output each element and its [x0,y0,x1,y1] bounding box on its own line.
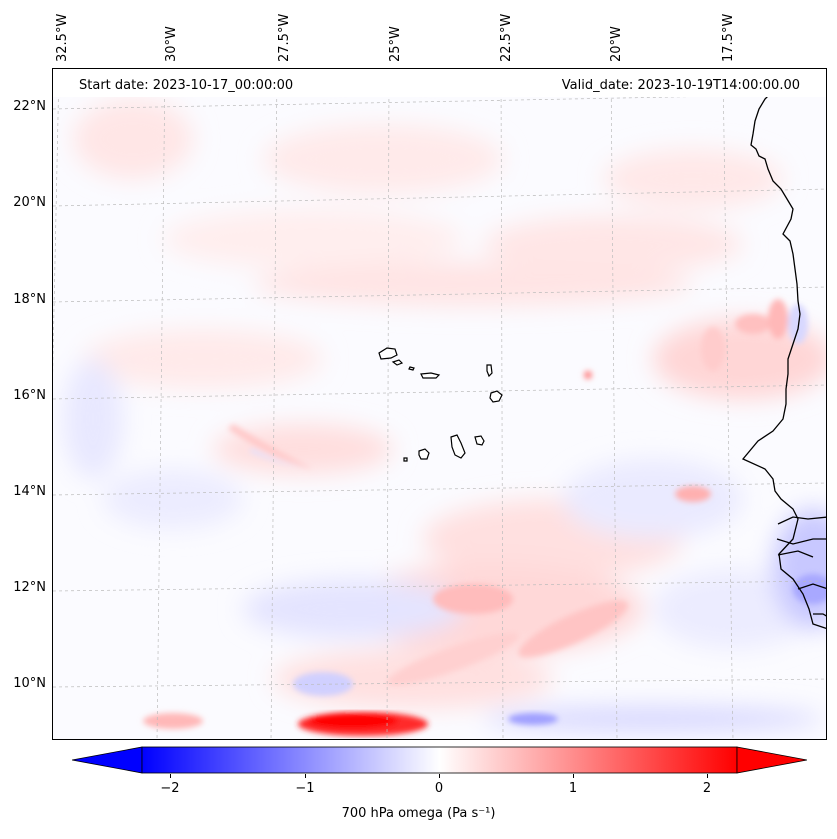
lon-label-27-5w: 27.5°W [277,13,292,62]
map-canvas [53,69,826,739]
island-boa-vista [489,390,503,403]
cb-tickmark-2 [707,774,708,778]
island-sao-vicente [391,359,404,366]
island-brava [403,457,408,462]
valid-date-label: Valid_date: 2023-10-19T14:00:00.00 [561,78,800,93]
lat-label-20n: 20°N [13,195,46,210]
island-maio [474,435,485,446]
cb-tick-0: 0 [434,781,444,796]
lon-label-30w: 30°W [164,26,179,62]
lon-label-17-5w: 17.5°W [721,13,736,62]
lat-label-22n: 22°N [13,99,46,114]
colorbar [71,746,808,774]
gridlines [53,69,826,739]
colorbar-extend-low [71,746,143,774]
lon-label-20w: 20°W [609,26,624,62]
lat-label-10n: 10°N [13,676,46,691]
island-sao-nicolau [420,372,441,379]
lon-label-32-5w: 32.5°W [55,13,70,62]
lat-label-14n: 14°N [13,484,46,499]
lon-label-25w: 25°W [388,26,403,62]
island-santa-luzia [408,366,415,371]
cb-tickmark-neg2 [170,774,171,778]
omega-field-diffuse [63,99,826,731]
lat-label-18n: 18°N [13,292,46,307]
island-santiago [450,434,466,459]
african-coastline [741,88,826,630]
colorbar-svg [71,746,808,774]
start-date-label: Start date: 2023-10-17_00:00:00 [79,78,294,93]
lon-label-22-5w: 22.5°W [499,13,514,62]
lat-label-16n: 16°N [13,388,46,403]
omega-field-detail [143,299,826,729]
colorbar-label: 700 hPa omega (Pa s⁻¹) [341,806,496,821]
cb-tickmark-0 [439,774,440,778]
island-fogo [418,448,430,460]
cb-tickmark-neg1 [305,774,306,778]
island-sal [486,364,493,378]
map-frame[interactable]: Start date: 2023-10-17_00:00:00 Valid_da… [52,68,827,740]
cb-tick-2: 2 [702,781,712,796]
omega-strong-band [298,712,558,736]
lat-label-12n: 12°N [13,580,46,595]
cb-tick-1: 1 [568,781,578,796]
colorbar-gradient [141,746,738,774]
cb-tickmark-1 [573,774,574,778]
cb-tick-neg1: −1 [295,781,315,796]
cb-tick-neg2: −2 [160,781,180,796]
cabo-verde-islands [378,347,503,462]
date-banner: Start date: 2023-10-17_00:00:00 Valid_da… [53,69,826,97]
colorbar-extend-high [736,746,808,774]
island-santo-antao [378,347,398,360]
